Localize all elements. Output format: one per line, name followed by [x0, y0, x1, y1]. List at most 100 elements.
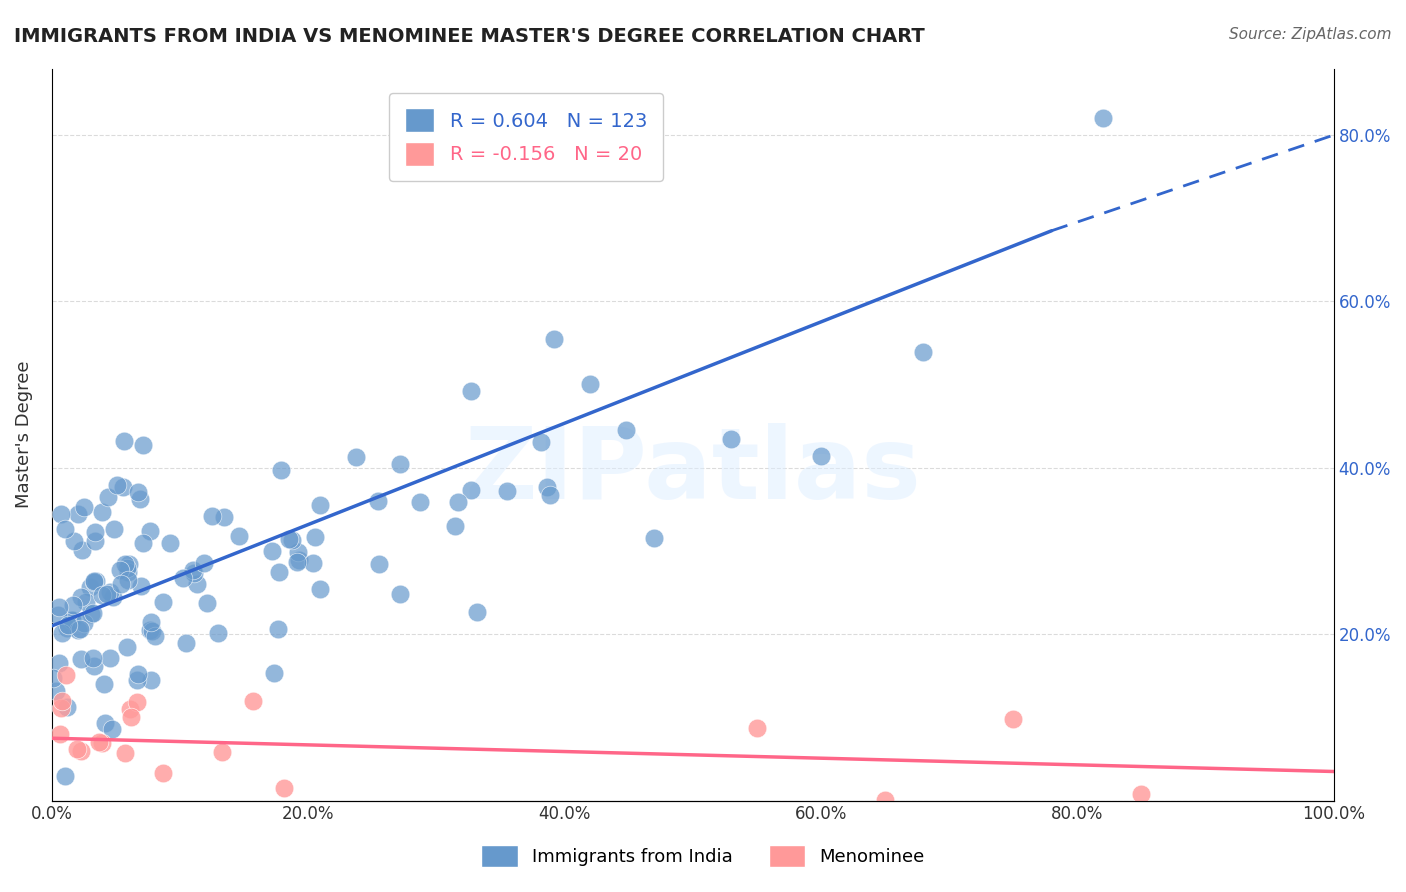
Point — [73, 616, 96, 631]
Point — [127, 485, 149, 500]
Point — [159, 536, 181, 550]
Text: ZIPatlas: ZIPatlas — [464, 423, 921, 520]
Point — [103, 522, 125, 536]
Point — [94, 715, 117, 730]
Point — [120, 710, 142, 724]
Point — [388, 458, 411, 472]
Point — [1091, 112, 1114, 126]
Point — [207, 625, 229, 640]
Point — [460, 483, 482, 497]
Point — [115, 561, 138, 575]
Point — [287, 544, 309, 558]
Point — [83, 574, 105, 589]
Point — [267, 622, 290, 636]
Point — [172, 571, 194, 585]
Point — [45, 684, 67, 698]
Point — [538, 488, 561, 502]
Point — [98, 650, 121, 665]
Point — [84, 533, 107, 548]
Point — [48, 607, 70, 622]
Point — [112, 434, 135, 449]
Point — [111, 480, 134, 494]
Point — [91, 505, 114, 519]
Point — [125, 673, 148, 687]
Point — [93, 677, 115, 691]
Point — [97, 490, 120, 504]
Point — [105, 478, 128, 492]
Point — [49, 701, 72, 715]
Point — [302, 556, 325, 570]
Point — [117, 573, 139, 587]
Point — [83, 659, 105, 673]
Point — [82, 607, 104, 621]
Point — [444, 518, 467, 533]
Point — [55, 699, 77, 714]
Point — [73, 500, 96, 515]
Point — [49, 727, 72, 741]
Point — [114, 557, 136, 571]
Point — [69, 651, 91, 665]
Point — [139, 673, 162, 687]
Point — [91, 588, 114, 602]
Point — [125, 695, 148, 709]
Point — [495, 484, 517, 499]
Point — [201, 509, 224, 524]
Point — [543, 332, 565, 346]
Point — [176, 635, 198, 649]
Point — [62, 598, 84, 612]
Point — [118, 558, 141, 572]
Point — [211, 745, 233, 759]
Text: Source: ZipAtlas.com: Source: ZipAtlas.com — [1229, 27, 1392, 42]
Text: IMMIGRANTS FROM INDIA VS MENOMINEE MASTER'S DEGREE CORRELATION CHART: IMMIGRANTS FROM INDIA VS MENOMINEE MASTE… — [14, 27, 925, 45]
Point — [53, 769, 76, 783]
Point — [120, 702, 142, 716]
Point — [55, 668, 77, 682]
Point — [42, 671, 65, 685]
Point — [389, 587, 412, 601]
Point — [138, 624, 160, 638]
Point — [53, 522, 76, 536]
Point — [186, 576, 208, 591]
Legend: R = 0.604   N = 123, R = -0.156   N = 20: R = 0.604 N = 123, R = -0.156 N = 20 — [389, 93, 662, 181]
Point — [643, 532, 665, 546]
Point — [91, 736, 114, 750]
Point — [56, 621, 79, 635]
Point — [60, 613, 83, 627]
Point — [720, 432, 742, 446]
Point — [309, 498, 332, 512]
Point — [114, 746, 136, 760]
Point — [287, 556, 309, 570]
Point — [58, 617, 80, 632]
Point — [228, 529, 250, 543]
Point — [139, 524, 162, 538]
Point — [288, 553, 311, 567]
Point — [873, 793, 896, 807]
Point — [132, 536, 155, 550]
Point — [63, 534, 86, 549]
Point — [530, 434, 553, 449]
Point — [70, 543, 93, 558]
Point — [128, 491, 150, 506]
Point — [195, 596, 218, 610]
Point — [263, 665, 285, 680]
Point — [48, 656, 70, 670]
Point — [115, 640, 138, 654]
Point — [465, 605, 488, 619]
Point — [60, 613, 83, 627]
Point — [108, 563, 131, 577]
Point — [96, 587, 118, 601]
Point — [84, 525, 107, 540]
Point — [66, 507, 89, 521]
Point — [82, 650, 104, 665]
Point — [212, 510, 235, 524]
Point — [368, 557, 391, 571]
Point — [270, 463, 292, 477]
Point — [262, 544, 284, 558]
Point — [84, 574, 107, 588]
Point — [810, 449, 832, 463]
Point — [447, 495, 470, 509]
Point — [152, 766, 174, 780]
Point — [98, 584, 121, 599]
Y-axis label: Master's Degree: Master's Degree — [15, 361, 32, 508]
Point — [75, 595, 97, 609]
